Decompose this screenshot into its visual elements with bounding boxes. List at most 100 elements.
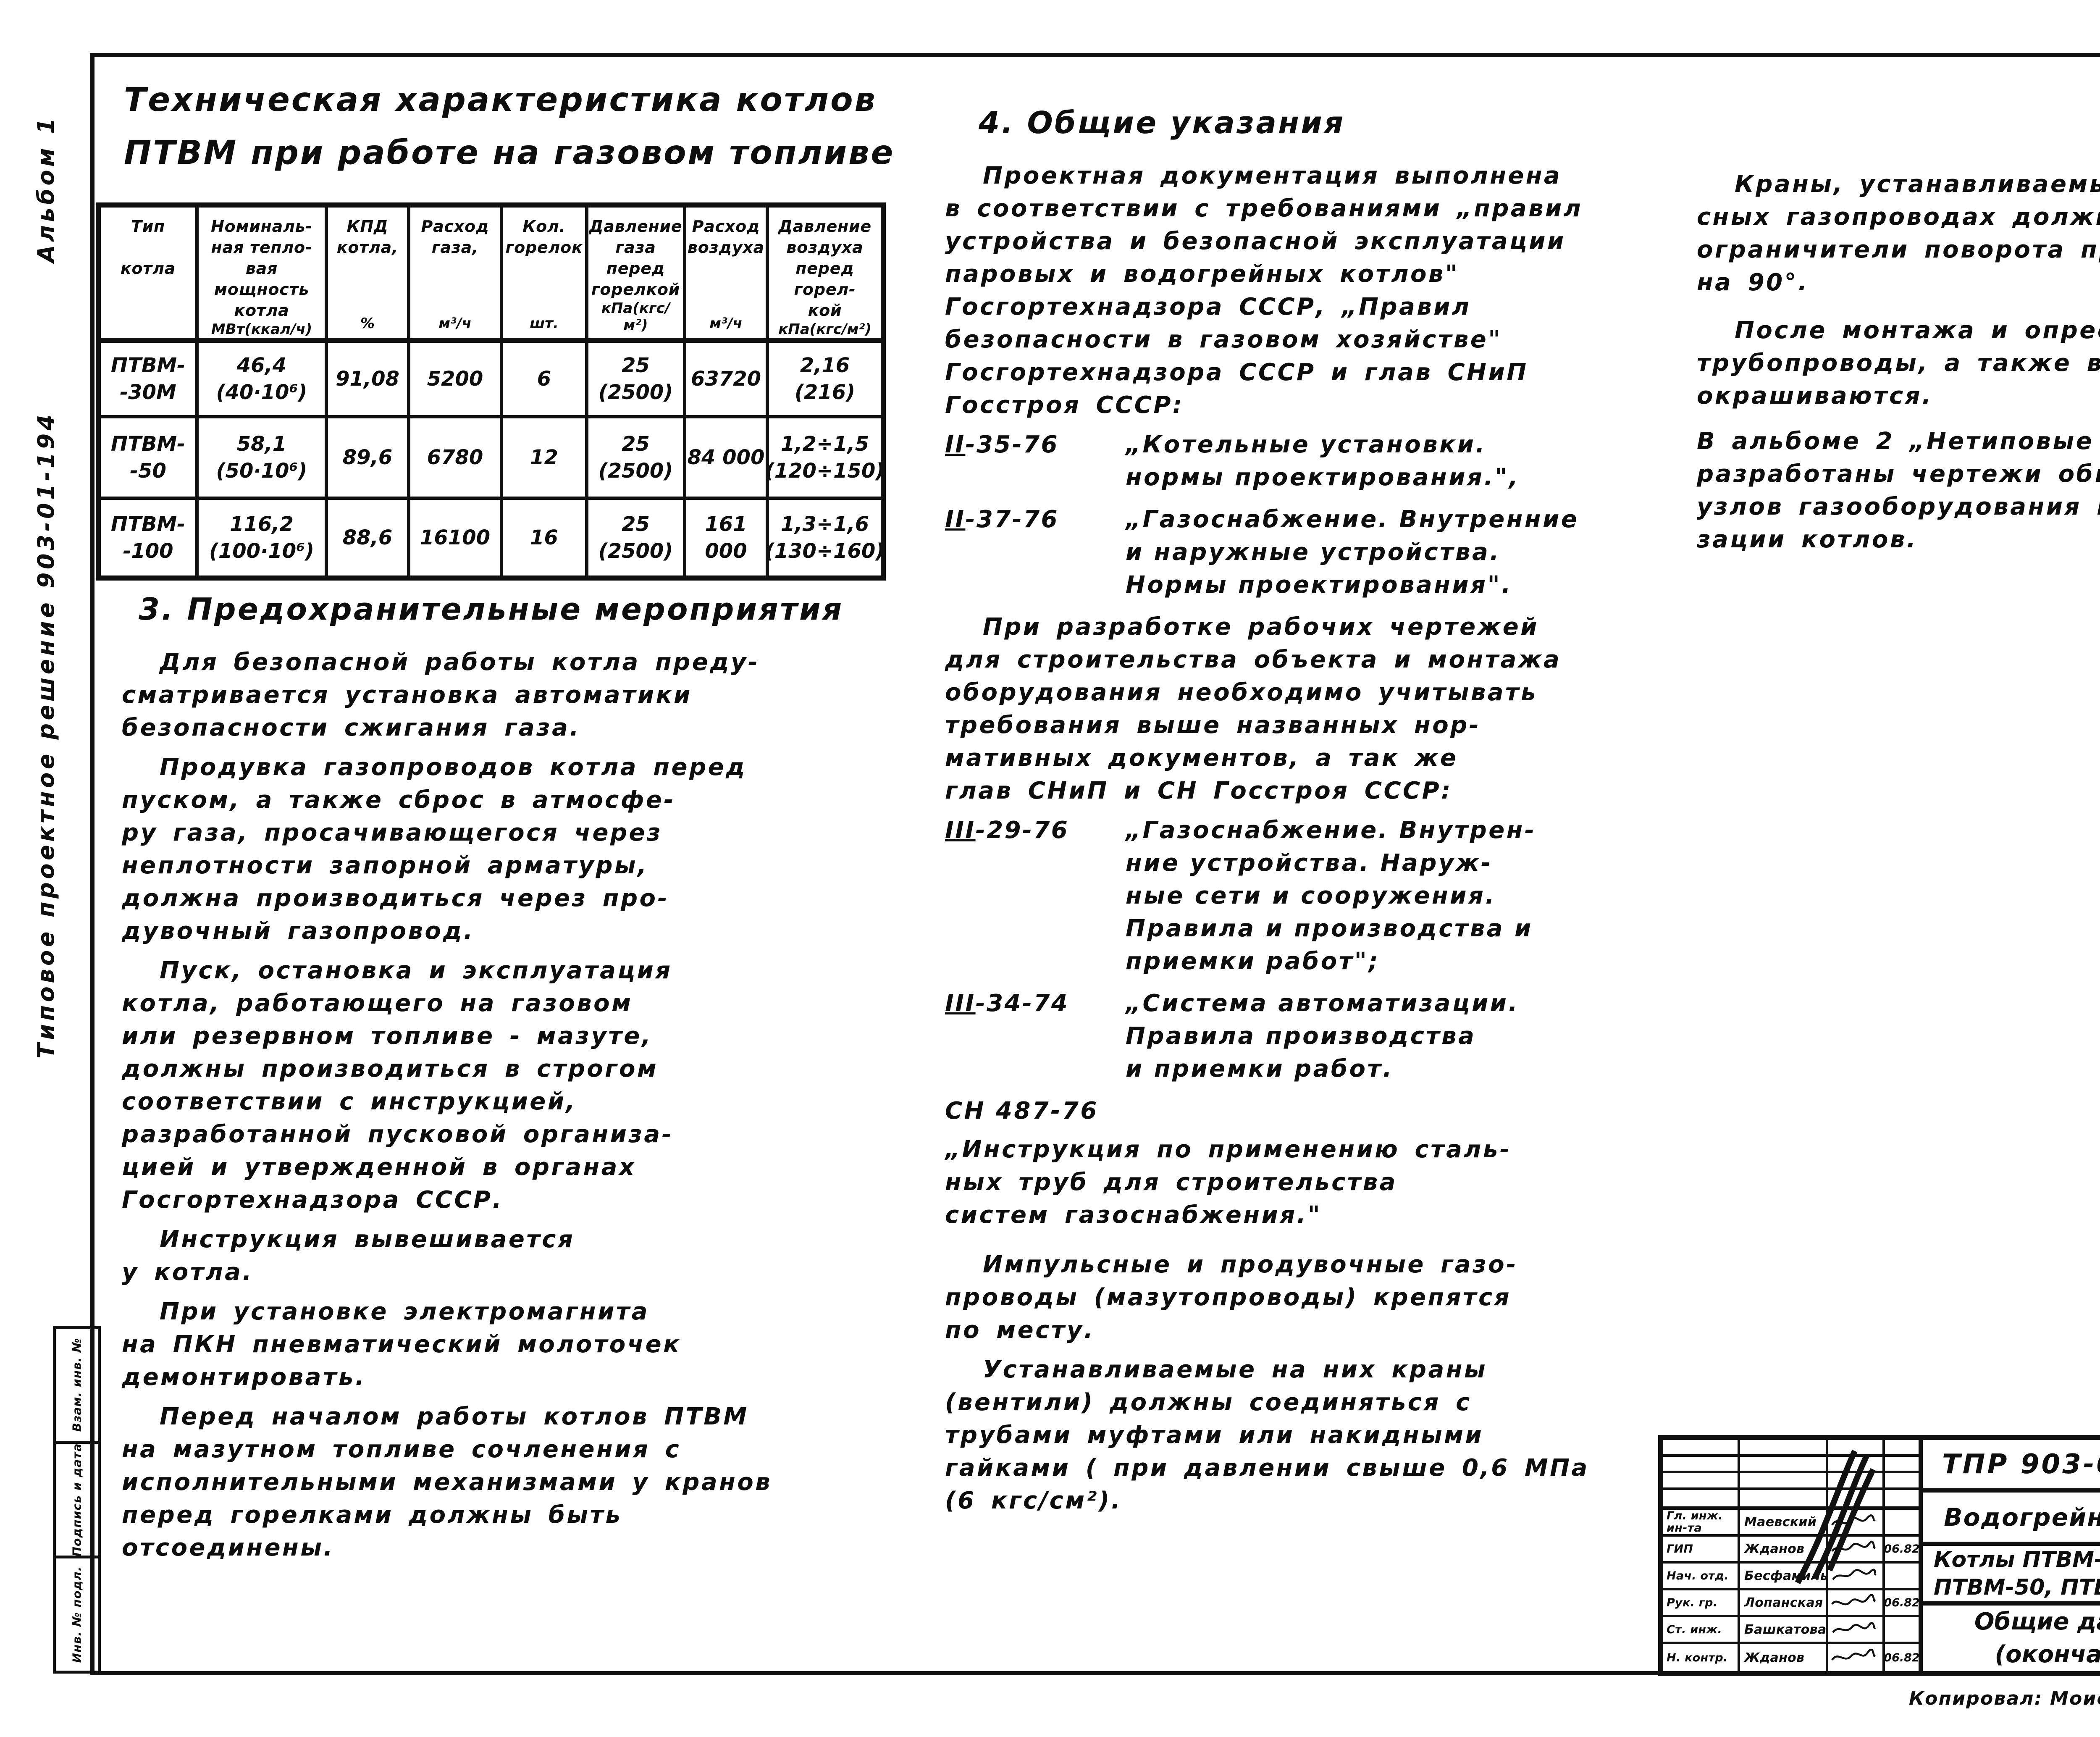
table-header-cell: КПД котла,% [328,208,410,343]
table-cell: 6 [503,343,588,418]
snip-reference: II-35-76 „Котельные установки. нормы про… [945,428,1684,494]
role-date [1885,1564,1919,1590]
paragraph: Устанавливаемые на них краны (вентили) д… [945,1356,1589,1514]
section-4-heading: 4. Общие указания [979,105,1345,140]
role-date: 06.82 [1885,1651,1919,1664]
table-cell: 25 (2500) [588,343,686,418]
table-header-cell: Расход воздуха м³/ч [686,208,769,343]
snip-reference: III-29-76 „Газоснабжение. Внутрен- ние у… [945,814,1684,978]
boiler-characteristics-table: Тип котла Номиналь- ная тепло- вая мощно… [96,202,886,581]
frame-top-line [90,53,2100,57]
roles-table: Гл. инж. ин-та Маевский ГИП Жданов 06.82… [1663,1510,1919,1671]
sn-code: СН 487-76 [945,1097,1099,1125]
table-header-cell: Давление воздуха перед горел- кой кПа(кгс… [769,208,881,343]
role-date [1885,1617,1919,1644]
table-cell: 89,6 [328,418,410,500]
title-block-main: ТПР 903-01-194 ГС и МС Водогрейные котлы… [1923,1440,2100,1671]
margin-box: Подпись и дата [56,1443,98,1559]
series-title: Водогрейные котлы типа ПТВМ [1944,1503,2100,1532]
snip-roman-numeral: III [945,817,976,844]
table-cell: 5200 [410,343,503,418]
snip-code: II-35-76 [945,428,1126,494]
paragraph: Для безопасной работы котла преду- сматр… [122,649,760,741]
role-name: Жданов [1740,1537,1828,1564]
table-cell: 91,08 [328,343,410,418]
frame-left-line [90,53,94,1675]
table-cell: 1,3÷1,6 (130÷160) [769,512,881,563]
role-label: Нач. отд. [1663,1564,1740,1590]
header-title: Номиналь- ная тепло- вая мощность котла [211,217,312,320]
document-number: ТПР 903-01-194 [1942,1448,2100,1480]
role-label: Рук. гр. [1663,1590,1740,1617]
margin-box-label: Взам. инв. № [70,1338,84,1432]
table-cell: 1,2÷1,5 (120÷150) [769,418,881,500]
table-header-cell: Давление газа перед горелкой кПа(кгс/м²) [588,208,686,343]
margin-box-label: Подпись и дата [70,1443,84,1556]
table-cell: 25 (2500) [588,418,686,500]
table-cell: 84 000 [686,418,769,500]
table-cell: 16 [503,500,588,575]
header-unit: % [360,315,375,332]
paragraph: После монтажа и опрессовки трубопроводы,… [1697,317,2100,410]
snip-code-rest: -34-74 [975,990,1069,1017]
snip-title: „Газоснабжение. Внутренние и наружные ус… [1126,506,1579,599]
document-title: Техническая характеристика котлов ПТВМ п… [124,81,895,172]
header-title: Давление воздуха перед горел- кой [778,217,872,320]
role-label: Н. контр. [1663,1644,1740,1671]
snip-code-rest: -37-76 [965,506,1059,533]
header-unit: м³/ч [709,315,743,332]
paragraph: В альбоме 2 „Нетиповые конструкции" разр… [1697,428,2100,553]
title-block: Гл. инж. ин-та Маевский ГИП Жданов 06.82… [1658,1435,2100,1676]
copied-by-note: Копировал: Моисеева [1909,1688,2100,1709]
role-label: ГИП [1663,1537,1740,1564]
paragraph: Продувка газопроводов котла перед пуском… [122,754,747,945]
header-title: Расход газа, [421,217,489,257]
header-title: Тип котла [120,217,176,278]
snip-reference: III-34-74 „Система автоматизации. Правил… [945,987,1684,1085]
table-header-cell: Номиналь- ная тепло- вая мощность котла М… [199,208,328,343]
paragraph: При разработке рабочих чертежей для стро… [945,613,1562,804]
paragraph: Перед началом работы котлов ПТВМ на мазу… [122,1403,772,1561]
role-name: Лопанская [1740,1590,1828,1617]
right-column-notes: Краны, устанавливаемые на импуль- сных г… [1697,168,2100,563]
snip-title: „Котельные установки. нормы проектирован… [1126,431,1520,491]
signature-mark [1831,1649,1876,1661]
role-date [1885,1510,1919,1537]
frame-bottom-line [90,1671,2100,1675]
header-unit: кПа(кгс/м²) [601,300,670,334]
snip-roman-numeral: III [945,990,976,1017]
header-title: КПД котла, [336,217,399,257]
snip-code-rest: -35-76 [965,431,1059,458]
role-name: Башкатова [1740,1617,1828,1644]
section-3-safety-measures: 3. Предохранительные мероприятия Для без… [122,591,907,1571]
table-cell: ПТВМ- -50 [101,418,199,500]
snip-reference: II-37-76 „Газоснабжение. Внутренние и на… [945,503,1684,602]
role-name: Бесфамильный [1740,1564,1828,1590]
signature-mark [1831,1594,1876,1606]
sn-title: „Инструкция по применению сталь- ных тру… [945,1136,1512,1229]
section-3-heading: 3. Предохранительные мероприятия [139,591,844,627]
signature-mark [1832,1569,1877,1580]
role-name: Жданов [1740,1644,1828,1671]
snip-code: II-37-76 [945,503,1126,602]
header-unit: шт. [530,315,559,332]
margin-box: Инв. № подл. [56,1558,98,1671]
header-title: Кол. горелок [505,217,583,257]
table-cell: 46,4 (40·10⁶) [199,343,328,418]
paragraph: Краны, устанавливаемые на импуль- сных г… [1697,171,2100,296]
table-cell: 88,6 [328,500,410,575]
paragraph: Инструкция вывешивается у котла. [122,1226,575,1286]
role-label: Гл. инж. ин-та [1663,1510,1740,1537]
snip-code: III-29-76 [945,814,1126,978]
snip-title: „Система автоматизации. Правила производ… [1126,990,1520,1083]
header-unit: МВт(ккал/ч) [211,321,312,338]
table-header-cell: Расход газа, м³/ч [410,208,503,343]
snip-roman-numeral: II [945,431,966,458]
role-date: 06.82 [1885,1590,1919,1617]
paragraph: Пуск, остановка и эксплуатация котла, ра… [122,957,674,1214]
snip-title: „Газоснабжение. Внутрен- ние устройства.… [1126,817,1536,975]
table-cell: 2,16 (216) [769,343,881,418]
table-cell: 12 [503,418,588,500]
margin-album-label: Альбом 1 [33,115,59,263]
